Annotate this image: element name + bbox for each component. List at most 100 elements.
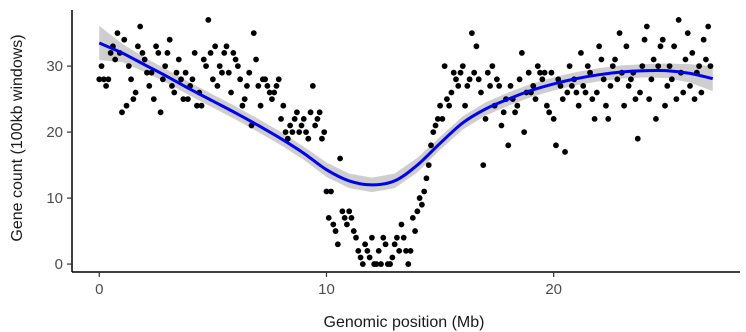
data-point (321, 129, 328, 135)
smooth-line (98, 41, 714, 187)
data-point (600, 76, 607, 83)
data-point (207, 49, 214, 56)
data-point (159, 76, 166, 83)
data-point (548, 69, 555, 76)
data-point (255, 82, 262, 89)
data-point (359, 261, 366, 267)
data-point (568, 82, 575, 89)
data-point (312, 122, 319, 129)
data-point (412, 228, 418, 234)
data-point (200, 56, 207, 63)
data-point (325, 214, 332, 221)
data-point (228, 89, 234, 96)
data-point (291, 115, 298, 122)
data-point (639, 63, 646, 69)
data-point (162, 63, 169, 69)
data-point (250, 30, 257, 36)
data-point (296, 129, 303, 135)
data-point (575, 102, 582, 109)
data-point (596, 43, 603, 50)
data-point (634, 135, 641, 142)
data-point (380, 234, 387, 241)
data-point (125, 63, 132, 69)
data-point (657, 43, 664, 50)
data-point (112, 56, 119, 63)
data-point (430, 129, 437, 135)
data-point (337, 155, 344, 162)
data-point (559, 96, 566, 102)
data-point (612, 56, 618, 63)
data-point (266, 89, 273, 96)
data-point (282, 129, 289, 135)
data-point (234, 63, 241, 69)
data-point (573, 89, 580, 96)
data-point (462, 102, 468, 109)
data-point (673, 96, 680, 102)
data-point (550, 115, 557, 122)
data-point (305, 135, 312, 142)
x-tick-label: 10 (318, 281, 335, 298)
data-point (180, 96, 187, 102)
data-point (319, 135, 325, 142)
data-point (273, 82, 280, 89)
data-point (687, 82, 693, 89)
data-point (362, 241, 369, 248)
data-point (169, 82, 175, 89)
data-point (194, 102, 200, 109)
confidence-band (99, 25, 713, 193)
data-point (662, 102, 668, 109)
data-point (394, 234, 400, 241)
data-point (209, 76, 216, 83)
data-point (421, 188, 428, 195)
data-point (643, 23, 650, 30)
data-point (107, 49, 114, 56)
data-point (155, 49, 162, 56)
data-point (587, 69, 593, 76)
data-point (664, 82, 671, 89)
data-point (153, 43, 159, 50)
data-point (128, 76, 134, 83)
data-point (443, 96, 450, 102)
data-point (316, 109, 323, 116)
data-point (271, 89, 278, 96)
data-point (269, 96, 275, 102)
data-point (553, 142, 559, 149)
data-point (275, 76, 282, 83)
data-point (455, 82, 462, 89)
data-point (605, 115, 612, 122)
data-point (546, 109, 553, 116)
data-point (389, 254, 396, 261)
y-axis-title: Gene count (100kb windows) (9, 34, 26, 241)
data-point (507, 82, 514, 89)
data-point (705, 23, 712, 30)
data-point (450, 69, 457, 76)
data-point (139, 49, 146, 56)
data-point (607, 82, 614, 89)
data-point (580, 82, 587, 89)
data-point (487, 82, 493, 89)
data-point (603, 102, 609, 109)
data-point (700, 36, 707, 43)
data-point (589, 96, 596, 102)
data-point (653, 115, 659, 122)
data-point (348, 214, 355, 221)
data-point (621, 102, 628, 109)
data-point (357, 254, 364, 261)
data-point (453, 76, 459, 83)
data-point (468, 30, 475, 36)
data-point (505, 142, 512, 149)
data-point (537, 69, 543, 76)
data-point (578, 49, 584, 56)
data-point (684, 30, 691, 36)
data-point (241, 96, 248, 102)
data-point (493, 76, 500, 83)
data-point (409, 214, 416, 221)
data-point (369, 234, 375, 241)
data-point (309, 82, 316, 89)
data-point (496, 82, 503, 89)
data-point (498, 122, 505, 129)
data-point (414, 208, 421, 215)
data-point (616, 30, 623, 36)
data-point (557, 82, 564, 89)
data-point (98, 63, 105, 69)
